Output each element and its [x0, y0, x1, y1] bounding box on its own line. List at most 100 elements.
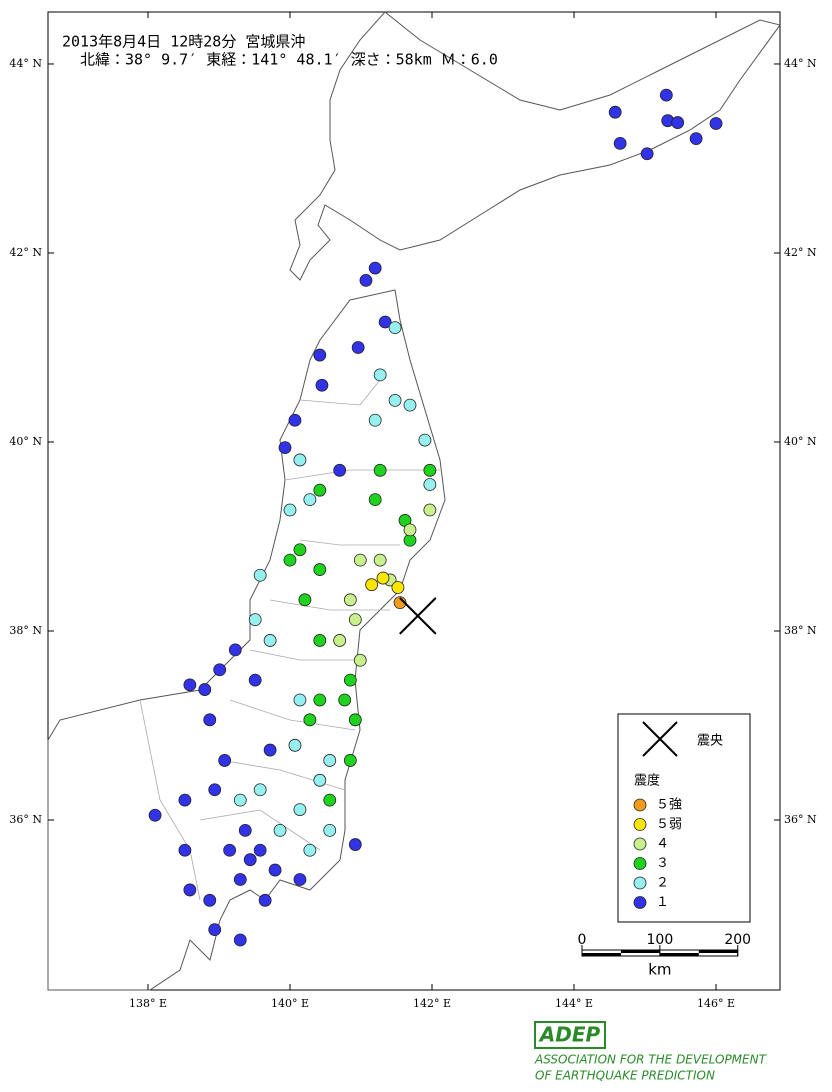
station — [223, 843, 237, 857]
station — [333, 634, 347, 647]
station — [368, 413, 382, 427]
x-tick-label: 140° E — [271, 997, 309, 1010]
scale-segment — [620, 950, 660, 953]
station — [208, 923, 222, 937]
y-tick-label: 36° N — [9, 813, 42, 826]
station — [313, 483, 327, 497]
logo: ADEP ASSOCIATION FOR THE DEVELOPMENT OF … — [534, 1021, 768, 1083]
legend-swatch — [633, 818, 647, 831]
y-tick-label-right: 42° N — [784, 246, 817, 259]
station — [293, 693, 307, 707]
y-tick-label: 44° N — [9, 57, 42, 70]
legend-label: １ — [656, 895, 669, 910]
station — [343, 673, 357, 687]
station — [365, 578, 379, 592]
station — [709, 117, 723, 130]
station — [423, 478, 437, 491]
station — [313, 693, 327, 707]
station — [293, 453, 307, 467]
station — [233, 793, 247, 807]
station — [293, 803, 307, 816]
legend-label: ４ — [656, 837, 669, 852]
station — [359, 273, 373, 287]
station — [323, 823, 337, 837]
station — [351, 341, 365, 354]
landmass — [47, 11, 781, 991]
station — [228, 643, 242, 657]
scale-tick-label: 100 — [647, 932, 674, 948]
scale-segment — [659, 953, 699, 956]
logo-line1: ASSOCIATION FOR THE DEVELOPMENT — [534, 1053, 768, 1067]
station — [388, 394, 402, 407]
station — [293, 873, 307, 886]
station — [313, 563, 327, 576]
station — [353, 653, 367, 667]
station — [373, 463, 387, 477]
scale-tick-label: 0 — [578, 932, 587, 948]
station — [403, 398, 417, 412]
station — [613, 136, 627, 150]
station — [368, 493, 382, 507]
x-tick-label: 144° E — [555, 997, 593, 1010]
station — [238, 823, 252, 837]
legend-swatch — [633, 798, 647, 812]
station — [278, 441, 292, 455]
station — [258, 893, 272, 907]
station — [303, 713, 317, 727]
legend-epicenter-symbol — [642, 721, 678, 757]
legend-box — [617, 713, 751, 923]
station — [263, 743, 277, 757]
station — [313, 348, 327, 362]
y-tick-label-right: 40° N — [784, 435, 817, 448]
station — [608, 105, 622, 119]
station — [253, 783, 267, 797]
station — [273, 823, 287, 837]
scale-unit: km — [648, 961, 671, 979]
x-tick-label: 138° E — [129, 997, 167, 1010]
station — [368, 261, 382, 275]
station — [148, 808, 162, 822]
logo-box — [534, 1021, 606, 1049]
legend-label: ２ — [656, 876, 669, 891]
legend-swatch — [633, 837, 647, 851]
station — [348, 613, 362, 627]
station — [263, 634, 277, 647]
station — [233, 933, 247, 947]
legend-swatch — [633, 857, 647, 870]
station — [315, 378, 329, 392]
station — [376, 571, 390, 585]
station — [689, 132, 703, 146]
title: 2013年8月4日 12時28分 宮城県沖 — [62, 33, 305, 51]
logo-mark: ADEP — [538, 1023, 601, 1047]
hokkaido — [289, 11, 781, 281]
station — [283, 503, 297, 517]
station — [288, 413, 302, 427]
station — [348, 838, 362, 851]
honshu — [47, 289, 446, 991]
x-tick-label: 146° E — [697, 997, 735, 1010]
scale-segment — [582, 953, 621, 956]
y-tick-label: 38° N — [9, 624, 42, 637]
station — [298, 593, 312, 607]
station — [343, 593, 357, 607]
y-tick-label-right: 38° N — [784, 624, 817, 637]
y-tick-label-right: 44° N — [784, 57, 817, 70]
station — [283, 553, 297, 567]
station — [203, 893, 217, 907]
station — [640, 147, 654, 161]
y-tick-label: 42° N — [9, 246, 42, 259]
scale-tick-label: 200 — [724, 932, 751, 948]
station — [218, 754, 232, 767]
legend-swatch — [633, 896, 647, 909]
station — [313, 634, 327, 647]
station — [388, 321, 402, 335]
station — [178, 793, 192, 807]
station — [203, 713, 217, 727]
station — [353, 553, 367, 567]
station — [243, 853, 257, 867]
station — [391, 581, 405, 594]
scale-segment — [698, 950, 738, 953]
legend-label: ５弱 — [656, 817, 682, 832]
station — [268, 863, 282, 877]
